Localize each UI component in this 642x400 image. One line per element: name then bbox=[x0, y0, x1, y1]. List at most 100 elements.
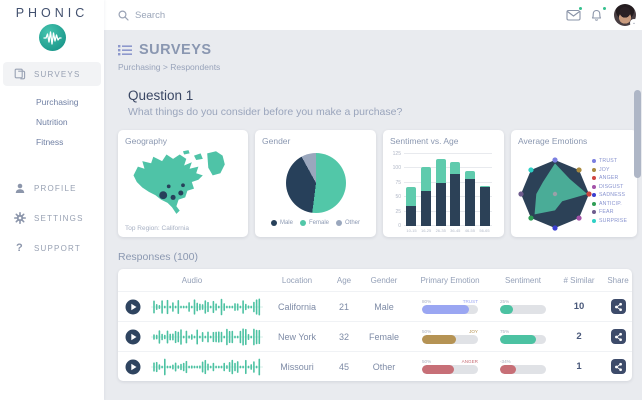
list-icon bbox=[118, 45, 132, 56]
play-button[interactable] bbox=[125, 299, 141, 315]
y-tick-label: 25 bbox=[395, 208, 401, 215]
mini-bar-labels: 75% bbox=[500, 329, 546, 334]
card-title: Sentiment vs. Age bbox=[390, 136, 459, 146]
column-header-location: Location bbox=[281, 275, 313, 285]
sidebar-item-purchasing[interactable]: Purchasing bbox=[36, 97, 79, 107]
search-bar[interactable] bbox=[118, 0, 315, 30]
bar-track bbox=[422, 335, 478, 344]
legend-dot bbox=[592, 184, 596, 189]
legend-item-female: Female bbox=[299, 220, 329, 226]
responses-title: Responses (100) bbox=[118, 251, 198, 263]
radar-vertex-trust bbox=[552, 157, 558, 163]
surveys-copy-icon bbox=[14, 68, 26, 80]
waveform-logo-icon bbox=[42, 30, 62, 45]
sidebar-item-fitness[interactable]: Fitness bbox=[36, 137, 64, 147]
sentiment-age-card[interactable]: Sentiment vs. Age 0 25 50 75 100 125 10-15 16-… bbox=[383, 130, 504, 237]
legend-label: Male bbox=[279, 220, 293, 226]
play-button[interactable] bbox=[125, 359, 141, 375]
bar-segment-dark bbox=[479, 186, 490, 226]
bar-fill bbox=[422, 365, 455, 374]
legend-label: TRUST bbox=[599, 158, 618, 164]
responses-table: Audio Location Age Gender Primary Emotio… bbox=[118, 269, 632, 381]
column-header-age: Age bbox=[336, 275, 352, 285]
waveform-cell bbox=[148, 326, 266, 348]
emotion-legend-item-sadness: SADNESS bbox=[592, 192, 627, 198]
survey-sub-list: Purchasing Nutrition Fitness bbox=[0, 92, 104, 152]
bar-26-35 bbox=[435, 158, 446, 226]
legend-label: DISGUST bbox=[599, 183, 624, 190]
legend-dot bbox=[336, 220, 342, 226]
gender-pie-chart bbox=[285, 153, 346, 213]
geography-card[interactable]: Geography Top Region: California bbox=[118, 130, 248, 237]
table-header: Audio Location Age Gender Primary Emotio… bbox=[118, 269, 632, 291]
legend-label: SADNESS bbox=[599, 192, 626, 198]
share-button[interactable] bbox=[610, 359, 626, 374]
gender-cell: Male bbox=[374, 301, 394, 312]
bar-segment-dark bbox=[450, 174, 461, 226]
share-cell bbox=[604, 329, 632, 344]
primary-emotion-cell: 50% JOY bbox=[408, 329, 492, 344]
legend-dot bbox=[592, 218, 596, 223]
bar-track bbox=[500, 305, 546, 314]
bar-46-55 bbox=[465, 171, 476, 226]
gender-cell: Female bbox=[368, 331, 399, 342]
sidebar-item-surveys[interactable]: SURVEYS bbox=[3, 62, 101, 86]
audio-waveform[interactable] bbox=[151, 296, 263, 318]
sidebar-item-nutrition[interactable]: Nutrition bbox=[36, 117, 68, 127]
value-label: 75% bbox=[500, 329, 510, 334]
card-title: Geography bbox=[125, 136, 168, 146]
vertical-scrollbar-thumb[interactable] bbox=[634, 90, 641, 178]
audio-waveform[interactable] bbox=[151, 326, 263, 348]
avatar[interactable]: ⌄ bbox=[614, 4, 638, 27]
audio-waveform[interactable] bbox=[151, 356, 263, 378]
bar-segment-teal bbox=[465, 171, 476, 179]
emotions-card[interactable]: Average Emotions TRUST JOY ANGER DISGUST SAD… bbox=[511, 130, 637, 237]
emotion-label: ANGER bbox=[461, 359, 478, 364]
sidebar-item-settings[interactable]: SETTINGS bbox=[0, 206, 104, 230]
primary-emotion-cell: 50% ANGER bbox=[408, 359, 492, 374]
y-tick-label: 125 bbox=[392, 151, 401, 157]
legend-label: SURPRISE bbox=[599, 217, 628, 224]
brand-logo-text: PHONIC bbox=[15, 6, 89, 20]
search-input[interactable] bbox=[135, 9, 315, 21]
gridline bbox=[404, 225, 492, 226]
mail-icon bbox=[566, 9, 581, 21]
sidebar-item-support[interactable]: ? SUPPORT bbox=[0, 236, 104, 260]
gear-icon bbox=[14, 212, 26, 224]
gender-card[interactable]: Gender Male Female Other bbox=[255, 130, 376, 237]
play-button[interactable] bbox=[125, 329, 141, 345]
legend-item-other: Other bbox=[336, 220, 360, 226]
radar-vertex-anticip bbox=[528, 215, 534, 221]
waveform-cell bbox=[148, 356, 266, 378]
notifications-button[interactable] bbox=[590, 5, 607, 23]
radar-center-dot bbox=[552, 191, 558, 197]
primary-emotion-bar: 80% TRUST bbox=[422, 299, 478, 314]
primary-emotion-bar: 50% JOY bbox=[422, 329, 478, 344]
x-tick-label: 10-15 bbox=[406, 228, 417, 233]
similar-count: 1 bbox=[576, 361, 582, 372]
legend-dot bbox=[592, 210, 596, 214]
y-tick-label: 0 bbox=[398, 223, 401, 229]
bar-segment-dark bbox=[406, 205, 416, 226]
bar-track bbox=[500, 365, 546, 374]
waveform-cell bbox=[148, 296, 266, 318]
emotion-legend-item-anticip: ANTICIP. bbox=[592, 201, 627, 207]
sentiment-cell: 25% bbox=[492, 299, 554, 314]
share-button[interactable] bbox=[610, 329, 626, 344]
x-tick-label: 56-65 bbox=[479, 228, 490, 233]
mini-bar-labels: 50% ANGER bbox=[422, 359, 478, 364]
sentiment-bar: -34% bbox=[500, 359, 546, 374]
sidebar-item-profile[interactable]: PROFILE bbox=[0, 176, 104, 200]
sentiment-bar: 75% bbox=[500, 329, 546, 344]
radar-vertex-anger bbox=[586, 191, 592, 197]
share-button[interactable] bbox=[610, 299, 626, 314]
sentiment-cell: -34% bbox=[492, 359, 554, 374]
column-header-share: Share bbox=[607, 275, 629, 285]
radar-vertex-joy bbox=[576, 167, 582, 173]
play-cell bbox=[118, 359, 148, 375]
y-tick-label: 75 bbox=[395, 179, 401, 186]
sentiment-bar: 25% bbox=[500, 299, 546, 314]
bar-16-25 bbox=[420, 166, 431, 226]
mail-button[interactable] bbox=[566, 5, 583, 23]
phonic-logo[interactable] bbox=[38, 24, 66, 51]
